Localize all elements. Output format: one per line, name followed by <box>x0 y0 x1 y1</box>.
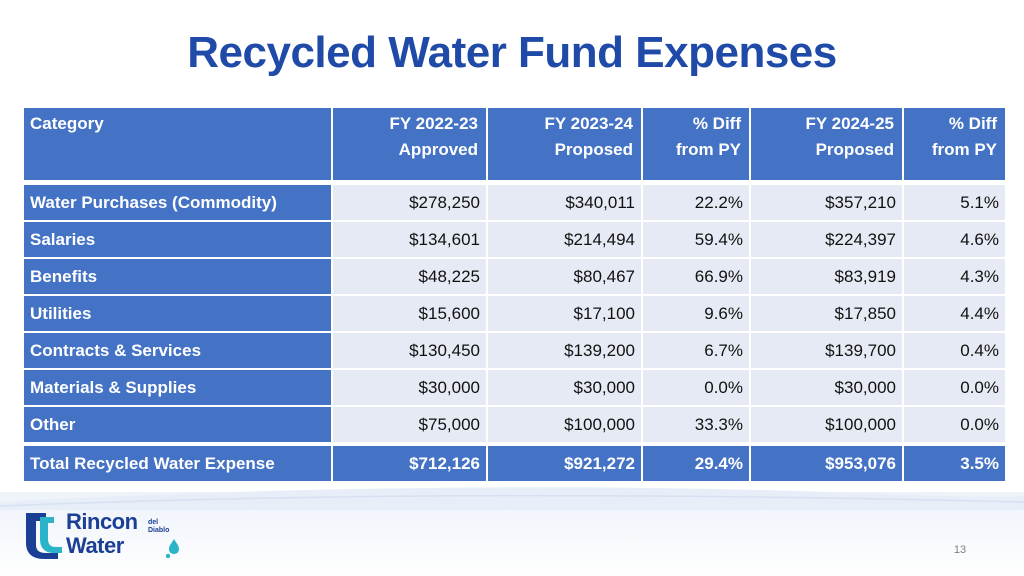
table-cell: 4.4% <box>904 296 1005 331</box>
row-label: Other <box>24 407 331 442</box>
table-cell: 4.3% <box>904 259 1005 294</box>
row-label: Salaries <box>24 222 331 257</box>
total-label: Total Recycled Water Expense <box>24 446 331 481</box>
table-cell: 5.1% <box>904 185 1005 220</box>
table-cell: $30,000 <box>333 370 486 405</box>
row-label: Utilities <box>24 296 331 331</box>
table-cell: 0.4% <box>904 333 1005 368</box>
table-cell: $139,200 <box>488 333 641 368</box>
table-cell: $15,600 <box>333 296 486 331</box>
total-cell: $921,272 <box>488 446 641 481</box>
table-cell: 0.0% <box>904 407 1005 442</box>
table-cell: $48,225 <box>333 259 486 294</box>
table-cell: 9.6% <box>643 296 749 331</box>
table-cell: $130,450 <box>333 333 486 368</box>
page-number: 13 <box>953 544 967 556</box>
logo-sub2: Diablo <box>148 527 170 534</box>
row-label: Water Purchases (Commodity) <box>24 185 331 220</box>
total-cell: $712,126 <box>333 446 486 481</box>
table-cell: 33.3% <box>643 407 749 442</box>
total-cell: $953,076 <box>751 446 902 481</box>
header-fy2023-24: FY 2023-24 Proposed <box>488 108 641 180</box>
table-cell: 6.7% <box>643 333 749 368</box>
logo-sub: del Diablo <box>148 519 169 535</box>
total-cell: 3.5% <box>904 446 1005 481</box>
header-diff-1: % Diff from PY <box>643 108 749 180</box>
table-cell: $75,000 <box>333 407 486 442</box>
expenses-table: Category FY 2022-23 Approved FY 2023-24 … <box>24 108 1005 481</box>
logo-wave-mark-icon <box>26 513 62 559</box>
table-cell: $30,000 <box>488 370 641 405</box>
logo-sub1: del <box>148 519 159 526</box>
rincon-water-logo: Rincon Water del Diablo <box>24 505 194 565</box>
row-label: Contracts & Services <box>24 333 331 368</box>
header-fy2022-23: FY 2022-23 Approved <box>333 108 486 180</box>
row-label: Materials & Supplies <box>24 370 331 405</box>
logo-line1: Rincon <box>66 509 138 534</box>
water-drops-icon <box>165 539 179 559</box>
row-label: Benefits <box>24 259 331 294</box>
table-cell: 4.6% <box>904 222 1005 257</box>
table-cell: $357,210 <box>751 185 902 220</box>
table-cell: 22.2% <box>643 185 749 220</box>
table-cell: 59.4% <box>643 222 749 257</box>
table-cell: $80,467 <box>488 259 641 294</box>
table-cell: $83,919 <box>751 259 902 294</box>
page-title: Recycled Water Fund Expenses <box>187 28 837 77</box>
total-cell: 29.4% <box>643 446 749 481</box>
table-cell: $340,011 <box>488 185 641 220</box>
table-cell: $134,601 <box>333 222 486 257</box>
header-diff-2: % Diff from PY <box>904 108 1005 180</box>
footer-wave-decoration <box>0 487 1024 510</box>
table-cell: $278,250 <box>333 185 486 220</box>
logo-line2: Water <box>66 533 124 558</box>
header-category: Category <box>24 108 331 180</box>
table-cell: $30,000 <box>751 370 902 405</box>
table-cell: 0.0% <box>904 370 1005 405</box>
table-cell: $224,397 <box>751 222 902 257</box>
table-cell: 0.0% <box>643 370 749 405</box>
table-cell: $139,700 <box>751 333 902 368</box>
table-cell: $214,494 <box>488 222 641 257</box>
table-cell: $17,850 <box>751 296 902 331</box>
header-fy2024-25: FY 2024-25 Proposed <box>751 108 902 180</box>
table-cell: $100,000 <box>751 407 902 442</box>
table-cell: $17,100 <box>488 296 641 331</box>
table-cell: $100,000 <box>488 407 641 442</box>
table-cell: 66.9% <box>643 259 749 294</box>
